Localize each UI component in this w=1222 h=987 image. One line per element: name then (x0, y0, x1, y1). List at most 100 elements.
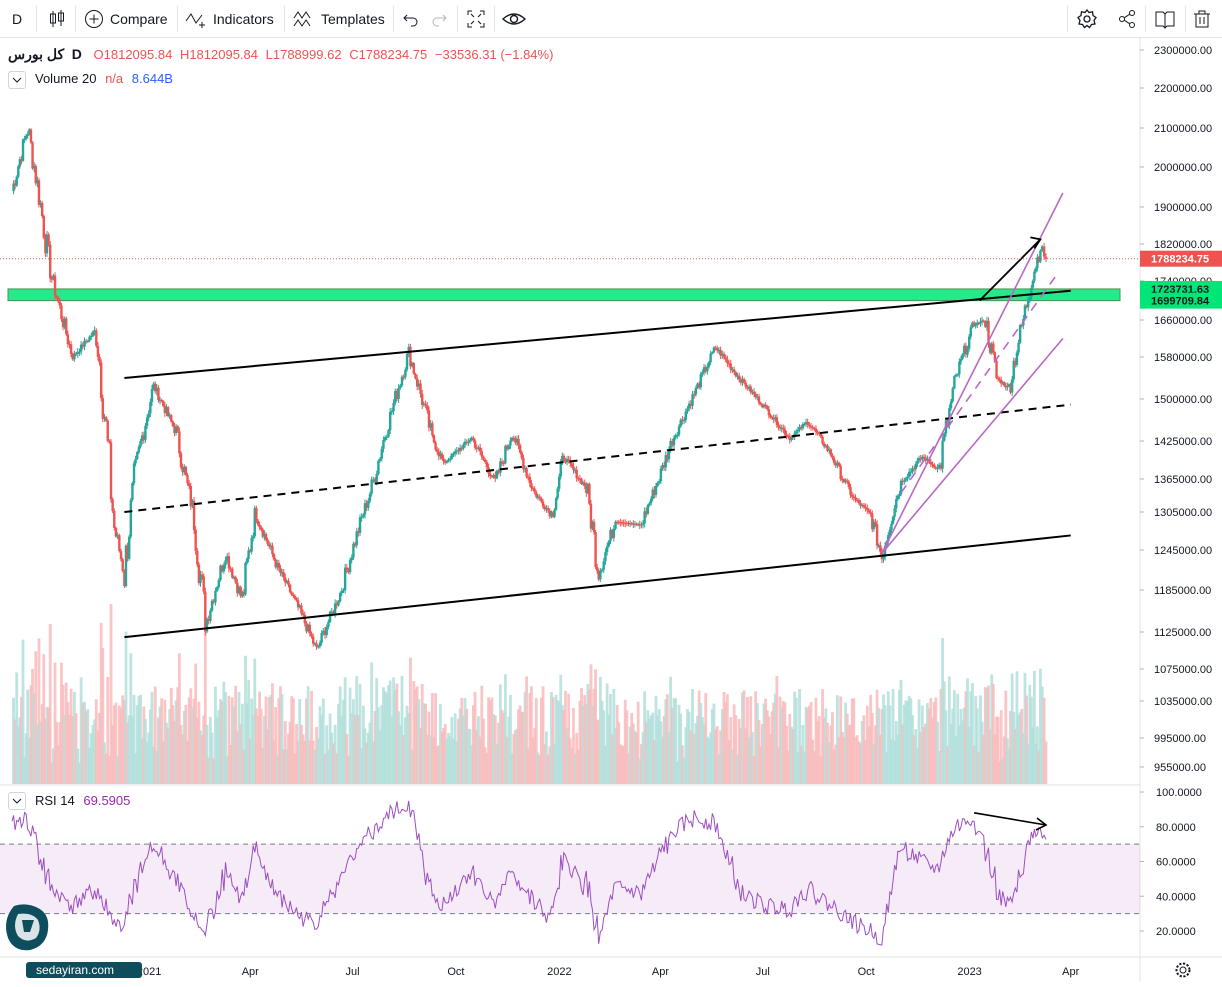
candle (353, 543, 357, 546)
candle (160, 400, 163, 402)
volume-bar (934, 697, 938, 784)
volume-bar (1021, 733, 1025, 784)
candle (124, 545, 128, 587)
support-zone (7, 288, 1121, 302)
candle (405, 353, 409, 370)
price-tick-label: 1580000.00 (1154, 352, 1212, 364)
volume-bar (194, 663, 198, 784)
candle (263, 533, 266, 537)
time-tick-label: Oct (447, 966, 464, 978)
candle (562, 455, 566, 460)
volume-bar (638, 758, 642, 784)
candle (643, 511, 646, 524)
volume-bar (173, 721, 176, 784)
volume-bar (845, 713, 849, 784)
share-icon (1119, 9, 1135, 28)
volume-bar (1028, 684, 1032, 784)
candle (931, 464, 934, 466)
volume-bar (261, 747, 265, 784)
candles-style-button[interactable] (46, 0, 68, 37)
candle (15, 176, 18, 186)
candle (494, 474, 497, 479)
settings-button[interactable] (1076, 0, 1098, 37)
interval-button[interactable]: D (12, 0, 22, 37)
volume-bar (425, 734, 429, 784)
volume-bar (977, 751, 981, 784)
candle (44, 237, 47, 254)
volume-bar (1017, 715, 1020, 784)
axis-settings-icon[interactable] (1175, 962, 1191, 978)
candle (17, 166, 20, 177)
candle (895, 499, 898, 509)
indicators-button[interactable]: Indicators (185, 0, 274, 37)
price-chart[interactable]: 2300000.00 2200000.00 2100000.00 2000000.00… (0, 38, 1222, 982)
compare-button[interactable]: Compare (84, 0, 168, 37)
volume-bar (530, 686, 533, 784)
rsi-band-fill (0, 844, 1140, 914)
rsi-collapse-button[interactable] (8, 792, 26, 810)
publish-idea-button[interactable] (1154, 0, 1176, 37)
volume-bar (64, 682, 68, 784)
candle (412, 363, 415, 374)
candle (934, 467, 938, 469)
target-arrow-head (1030, 236, 1042, 249)
volume-bar (804, 706, 808, 784)
candle (676, 434, 679, 436)
candle (131, 483, 134, 501)
candle (573, 469, 577, 472)
candle (904, 478, 908, 481)
volume-bar (764, 698, 768, 784)
volume-bar (521, 712, 525, 784)
candle (1014, 360, 1017, 365)
candle (205, 618, 209, 632)
volume-bar (264, 696, 268, 784)
candle (847, 482, 851, 488)
candle (69, 344, 73, 355)
candle (798, 426, 801, 430)
candle (602, 561, 605, 570)
undo-button[interactable] (402, 0, 420, 37)
rsi-label: RSI 14 (35, 793, 75, 808)
volume-bar (473, 691, 477, 784)
volume-bar (1029, 696, 1033, 784)
candle (988, 344, 992, 353)
candle (849, 487, 852, 495)
candle (495, 470, 499, 479)
volume-bar (614, 727, 617, 784)
volume-bar (1031, 728, 1035, 784)
toolbar-divider (1185, 6, 1186, 32)
volume-bar (333, 724, 337, 784)
volume-bar (458, 708, 462, 784)
fullscreen-button[interactable] (466, 0, 486, 37)
candle (850, 494, 854, 497)
candle (898, 494, 901, 496)
share-button[interactable] (1117, 0, 1137, 37)
volume-bar (939, 688, 943, 784)
volume-bar (285, 749, 289, 784)
candle (597, 570, 600, 580)
candle (39, 202, 42, 205)
candle (823, 443, 826, 447)
candle (872, 521, 876, 530)
volume-bar (962, 707, 966, 784)
hide-drawings-button[interactable] (502, 0, 526, 37)
redo-button[interactable] (430, 0, 448, 37)
candle (911, 468, 914, 472)
volume-bar (447, 733, 450, 784)
volume-bar (877, 708, 881, 784)
candle (315, 643, 318, 647)
watermark-text: sedayiran.com (36, 963, 114, 977)
snapshot-button[interactable] (1193, 0, 1211, 37)
legend-collapse-button[interactable] (8, 71, 26, 89)
volume-bar (345, 733, 349, 784)
volume-bar (780, 707, 784, 784)
chart-area[interactable]: 2300000.00 2200000.00 2100000.00 2000000.00… (0, 38, 1222, 982)
templates-icon (293, 10, 311, 27)
volume-bar (71, 715, 75, 784)
candle (553, 509, 556, 517)
volume-bar (785, 725, 788, 784)
candle (589, 503, 593, 529)
volume-bar (729, 717, 733, 784)
templates-button[interactable]: Templates (293, 0, 385, 37)
candle (232, 576, 236, 579)
